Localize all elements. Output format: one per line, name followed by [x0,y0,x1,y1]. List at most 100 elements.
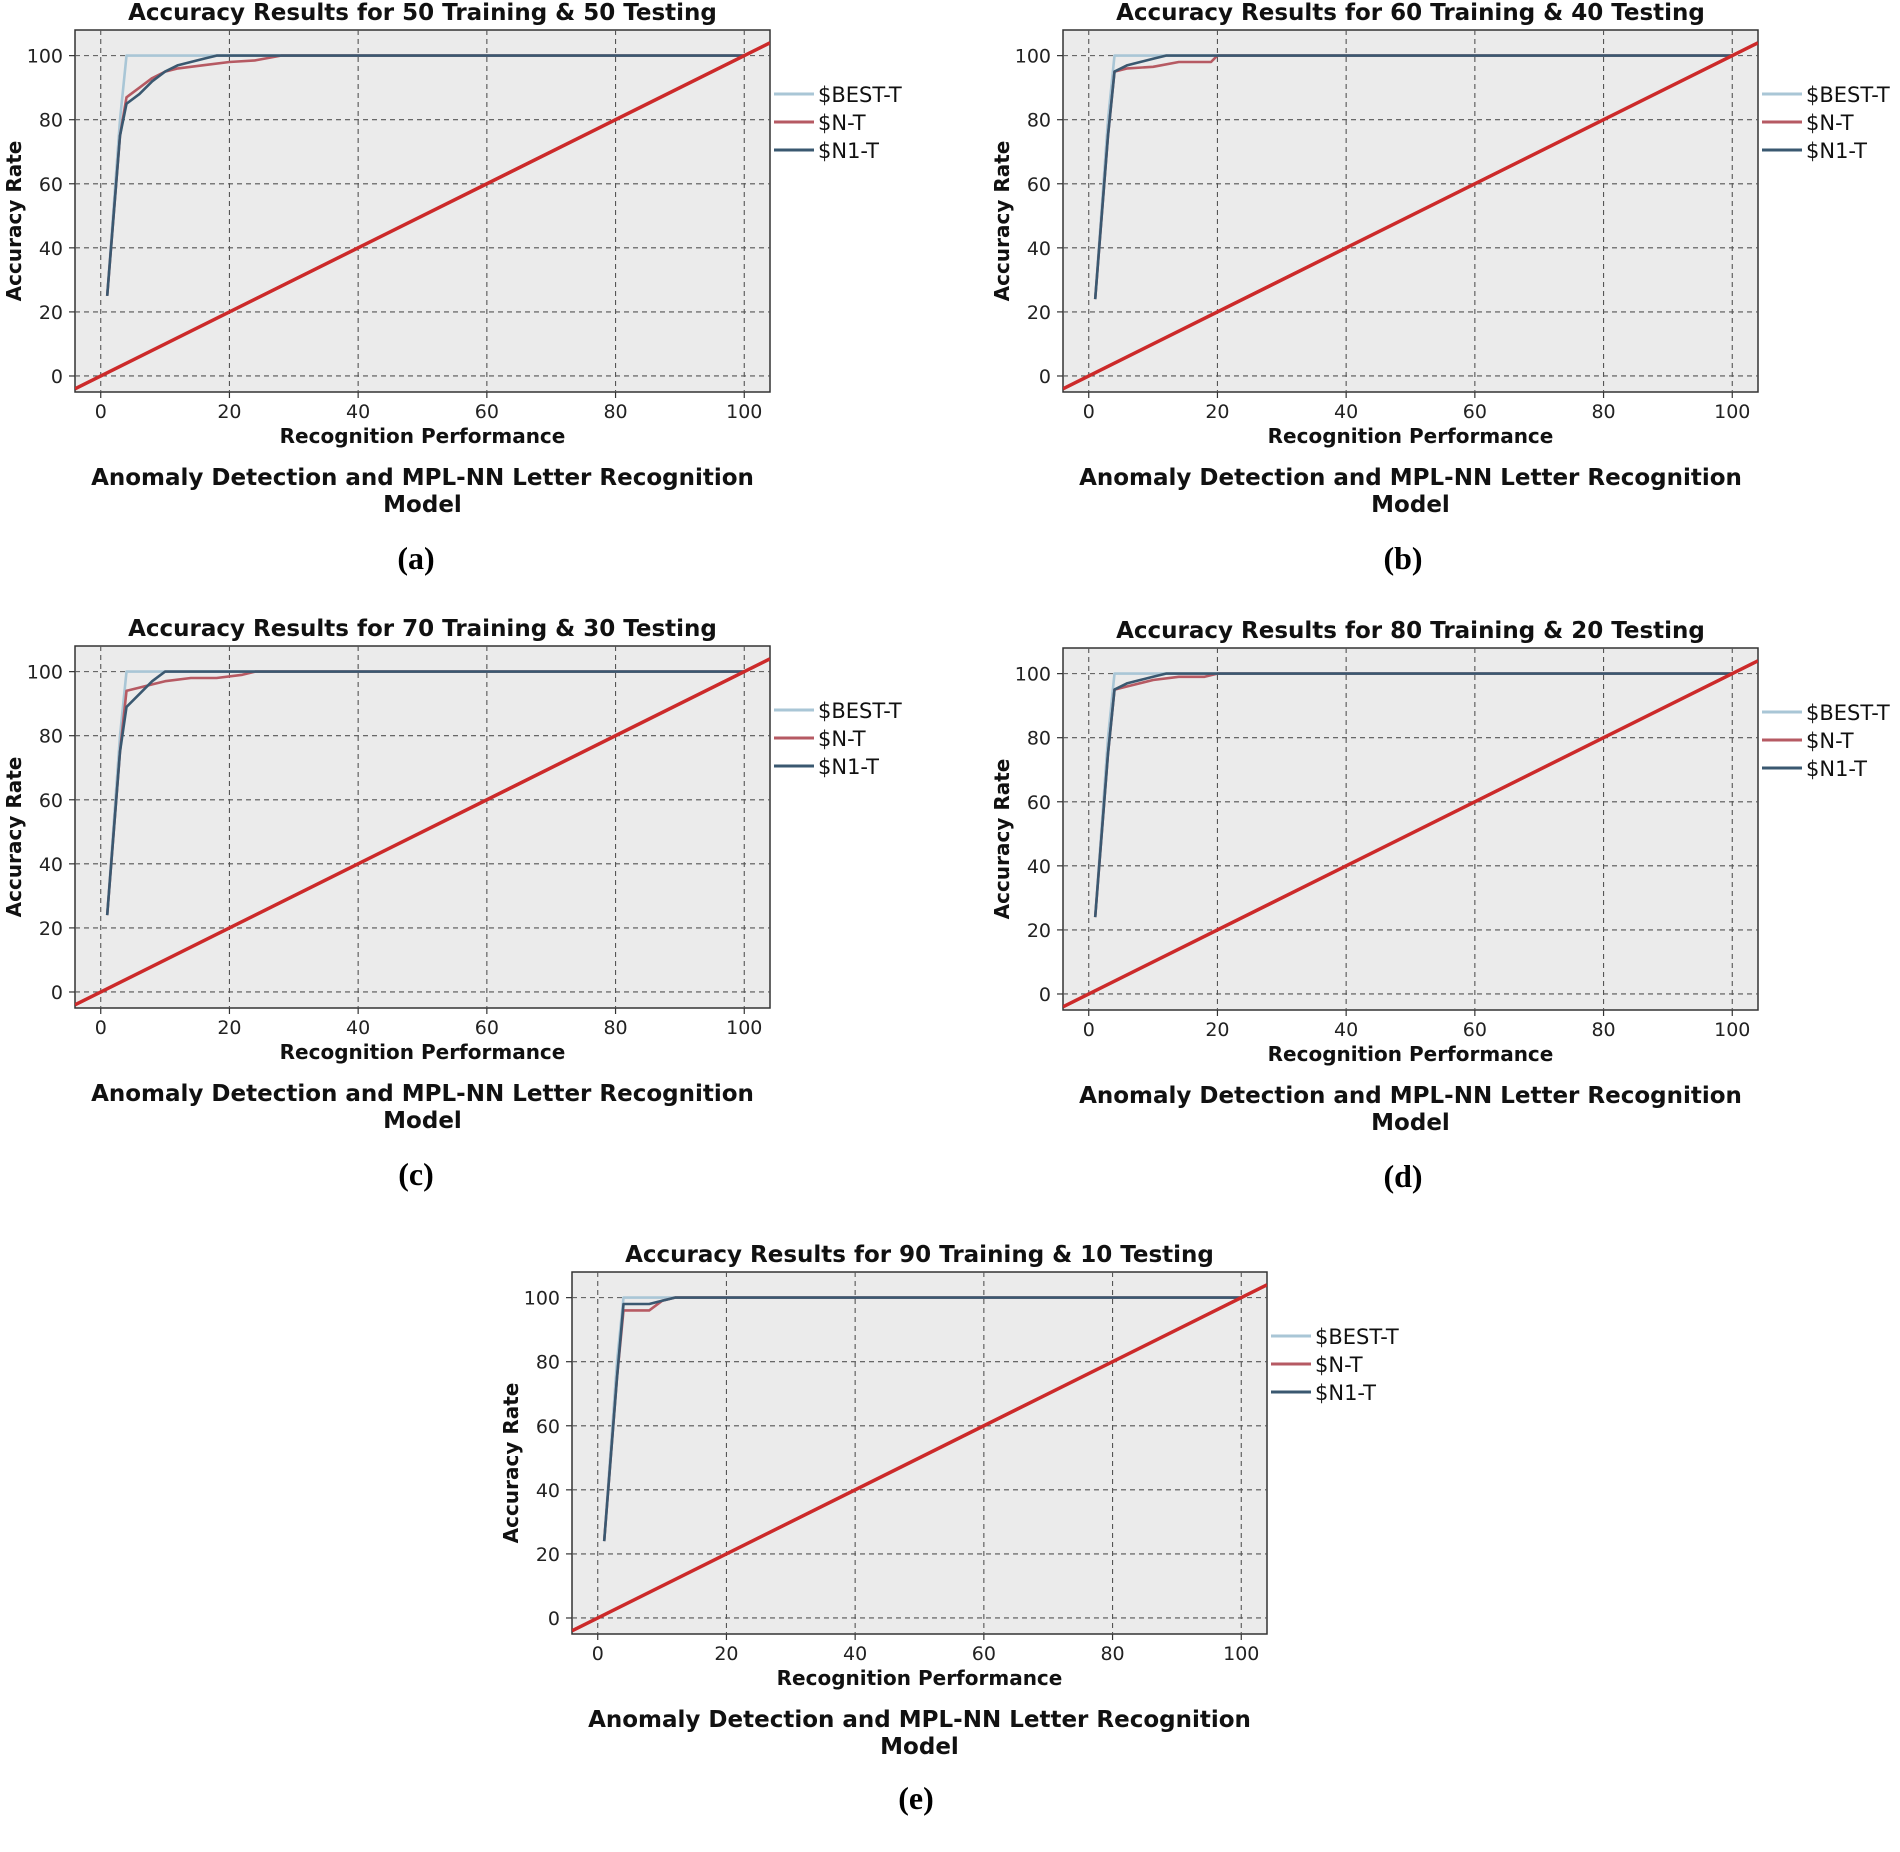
chart-e-svg: Accuracy Results for 90 Training & 10 Te… [499,1242,1399,1760]
y-tick-label: 20 [1027,302,1051,324]
y-tick-label: 0 [548,1608,560,1630]
legend-entry: $N-T [818,727,866,751]
legend-entry: $N-T [818,111,866,135]
y-tick-label: 0 [1039,366,1051,388]
x-tick-label: 40 [346,401,370,423]
series-line-n1-t [105,54,745,297]
x-axis-label: Recognition Performance [777,1666,1063,1690]
y-tick-label: 40 [1027,856,1051,878]
x-tick-label: 60 [475,1017,499,1039]
y-tick-label: 80 [536,1352,560,1374]
y-tick-label: 100 [1015,46,1051,68]
x-axis-label: Recognition Performance [1268,424,1554,448]
chart-panel-d: Accuracy Results for 80 Training & 20 Te… [988,618,1900,1228]
chart-b-svg: Accuracy Results for 60 Training & 40 Te… [990,0,1890,518]
x-tick-label: 0 [1083,1019,1095,1041]
x-tick-label: 20 [1205,401,1229,423]
series-group [1063,41,1758,391]
x-axis-label: Recognition Performance [280,424,566,448]
y-tick-label: 80 [39,110,63,132]
x-axis-label: Recognition Performance [280,1040,566,1064]
legend-entry: $N1-T [818,755,879,779]
x-tick-label: 0 [95,1017,107,1039]
chart-caption: Model [383,492,462,518]
x-tick-label: 40 [1334,1019,1358,1041]
legend-entry: $N-T [1315,1353,1363,1377]
y-tick-label: 60 [1027,174,1051,196]
chart-a-svg: Accuracy Results for 50 Training & 50 Te… [2,0,902,518]
series-line-n1-t [1093,672,1733,918]
series-group [75,41,770,391]
panel-label: (e) [898,1780,934,1816]
chart-caption: Anomaly Detection and MPL-NN Letter Reco… [91,465,754,491]
panel-label: (a) [397,540,435,576]
chart-caption: Anomaly Detection and MPL-NN Letter Reco… [1079,465,1742,491]
y-tick-label: 60 [39,790,63,812]
x-tick-label: 100 [1223,1643,1259,1665]
legend-entry: $N1-T [1315,1381,1376,1405]
y-axis-label: Accuracy Rate [2,757,26,918]
y-tick-label: 40 [536,1480,560,1502]
chart-title: Accuracy Results for 70 Training & 30 Te… [128,616,717,642]
chart-caption: Anomaly Detection and MPL-NN Letter Reco… [588,1707,1251,1733]
reference-line [1063,41,1758,391]
x-tick-label: 100 [726,401,762,423]
legend-entry: $N1-T [1806,757,1867,781]
y-tick-label: 40 [39,854,63,876]
y-tick-label: 20 [39,918,63,940]
y-tick-label: 100 [524,1288,560,1310]
chart-panel-c: Accuracy Results for 70 Training & 30 Te… [0,616,950,1226]
y-tick-label: 0 [51,366,63,388]
chart-panel-a: Accuracy Results for 50 Training & 50 Te… [0,0,950,610]
chart-title: Accuracy Results for 60 Training & 40 Te… [1116,0,1705,26]
y-tick-label: 20 [536,1544,560,1566]
x-axis-label: Recognition Performance [1268,1042,1554,1066]
y-tick-label: 0 [51,982,63,1004]
legend-entry: $BEST-T [1315,1325,1399,1349]
y-tick-label: 20 [1027,920,1051,942]
series-group [1063,659,1758,1009]
reference-line [1063,659,1758,1009]
x-tick-label: 100 [726,1017,762,1039]
x-tick-label: 20 [1205,1019,1229,1041]
panel-label: (d) [1383,1158,1423,1194]
chart-title: Accuracy Results for 90 Training & 10 Te… [625,1242,1214,1268]
legend-entry: $N-T [1806,111,1854,135]
x-tick-label: 80 [603,401,627,423]
x-tick-label: 60 [1463,1019,1487,1041]
y-tick-label: 60 [536,1416,560,1438]
y-axis-label: Accuracy Rate [2,141,26,302]
chart-caption: Anomaly Detection and MPL-NN Letter Reco… [1079,1083,1742,1109]
y-tick-label: 80 [1027,110,1051,132]
y-tick-label: 80 [1027,728,1051,750]
x-tick-label: 40 [843,1643,867,1665]
x-tick-label: 60 [475,401,499,423]
panel-label: (c) [398,1156,434,1192]
x-tick-label: 80 [1591,401,1615,423]
legend-entry: $N1-T [1806,139,1867,163]
x-tick-label: 20 [217,401,241,423]
legend-entry: $BEST-T [818,83,902,107]
reference-line [572,1283,1267,1633]
x-tick-label: 80 [1100,1643,1124,1665]
series-group [572,1283,1267,1633]
y-axis-label: Accuracy Rate [499,1383,523,1544]
y-tick-label: 60 [1027,792,1051,814]
x-tick-label: 20 [714,1643,738,1665]
chart-caption: Model [1371,492,1450,518]
legend-entry: $BEST-T [1806,701,1890,725]
series-group [75,657,770,1007]
y-tick-label: 80 [39,726,63,748]
series-line-n1-t [602,1296,1242,1542]
x-tick-label: 80 [603,1017,627,1039]
y-tick-label: 40 [39,238,63,260]
chart-title: Accuracy Results for 50 Training & 50 Te… [128,0,717,26]
series-line-n1-t [105,670,745,916]
x-tick-label: 100 [1714,401,1750,423]
x-tick-label: 60 [1463,401,1487,423]
y-tick-label: 20 [39,302,63,324]
x-tick-label: 0 [592,1643,604,1665]
y-tick-label: 0 [1039,984,1051,1006]
reference-line [75,657,770,1007]
legend-entry: $BEST-T [818,699,902,723]
